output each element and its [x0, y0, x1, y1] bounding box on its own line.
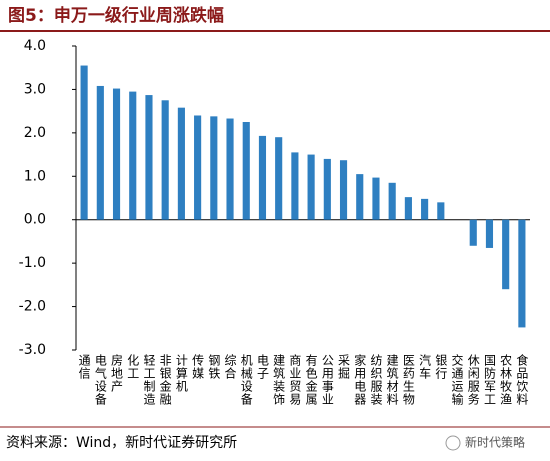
- x-tick-label: 医药生物: [401, 354, 415, 406]
- bar: [145, 95, 153, 220]
- y-tick-label: 4.0: [24, 38, 46, 54]
- watermark-icon: [445, 435, 461, 451]
- y-tick-label: 3.0: [24, 81, 46, 97]
- chart-title: 图5：申万一级行业周涨跌幅: [8, 5, 224, 26]
- x-tick-label: 有色金属: [304, 354, 318, 406]
- bar: [226, 118, 234, 220]
- bar: [372, 177, 380, 220]
- bar: [518, 219, 526, 328]
- x-tick-label: 商业贸易: [288, 353, 302, 406]
- x-tick-label: 纺织服装: [369, 354, 383, 406]
- x-tick-label: 农林牧渔: [499, 354, 513, 406]
- x-tick-label: 建筑材料: [385, 354, 399, 406]
- bar: [210, 116, 218, 220]
- bar: [242, 122, 250, 220]
- x-tick-label: 建筑装饰: [272, 354, 286, 406]
- x-tick-label: 通信: [77, 354, 91, 380]
- bar: [161, 100, 169, 220]
- y-tick-label: 1.0: [24, 168, 46, 184]
- bar: [388, 182, 396, 220]
- x-tick-label: 综合: [223, 354, 237, 380]
- bar: [485, 219, 494, 248]
- y-tick-label: 2.0: [24, 125, 46, 141]
- x-tick-label: 采掘: [337, 354, 351, 380]
- bar: [291, 152, 299, 220]
- bar: [258, 135, 267, 220]
- bar: [421, 198, 429, 220]
- watermark: 新时代策略: [465, 435, 525, 450]
- bar: [356, 174, 364, 220]
- bar: [323, 158, 331, 220]
- x-tick-label: 轻工制造: [142, 354, 156, 406]
- y-tick-label: -3.0: [19, 342, 46, 358]
- bar: [469, 219, 477, 246]
- x-tick-label: 电子: [255, 354, 269, 380]
- x-tick-label: 房地产: [110, 353, 124, 393]
- bar: [112, 88, 121, 220]
- source: 资料来源：Wind，新时代证券研究所: [6, 435, 237, 451]
- y-tick-label: -1.0: [19, 255, 46, 271]
- bar: [177, 107, 185, 220]
- bar: [502, 219, 510, 290]
- x-tick-label: 非银金融: [158, 354, 172, 406]
- y-tick-label: 0.0: [24, 212, 46, 228]
- x-tick-label: 交通运输: [450, 353, 464, 406]
- x-tick-label: 休闲服务: [466, 354, 480, 406]
- x-tick-label: 公用事业: [320, 354, 334, 406]
- x-tick-label: 家用电器: [353, 353, 367, 406]
- x-tick-label: 机械设备: [239, 354, 253, 406]
- x-tick-label: 电气设备: [93, 354, 107, 406]
- x-tick-label: 国防军工: [482, 354, 496, 406]
- bar: [194, 115, 202, 220]
- bar: [96, 85, 104, 220]
- bar: [404, 197, 412, 220]
- y-tick-label: -2.0: [19, 299, 46, 315]
- x-tick-label: 化工: [126, 354, 140, 380]
- x-tick-label: 汽车: [418, 353, 432, 380]
- bar: [339, 160, 348, 220]
- bar: [129, 91, 137, 220]
- bar: [275, 137, 283, 220]
- x-tick-label: 计算机: [174, 354, 188, 393]
- x-tick-label: 银行: [434, 354, 448, 380]
- x-tick-label: 食品饮料: [515, 353, 529, 406]
- bar: [437, 202, 445, 220]
- x-tick-label: 传媒: [191, 353, 205, 380]
- x-tick-label: 钢铁: [207, 354, 221, 380]
- bar: [307, 154, 315, 220]
- bar: [80, 65, 88, 220]
